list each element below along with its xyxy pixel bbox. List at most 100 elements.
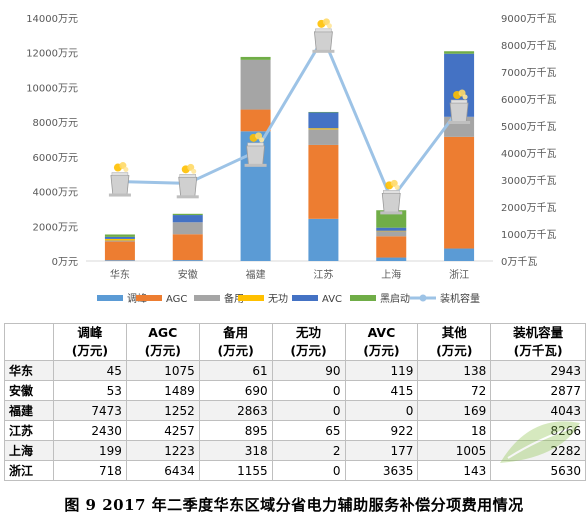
table-cell: 895 [198,420,273,441]
header-unit: (万千瓦) [513,343,563,358]
bar-segment [376,210,407,228]
header-name: 装机容量 [513,325,564,340]
table-header-row: 调峰 (万元) AGC (万元) 备用 (万元) 无功 (万元) AVC (万元) 其他 (万元) 装机… [4,323,586,361]
bar-segment [308,111,339,113]
left-tick-label: 10000万元 [26,83,78,94]
table-cell: 1223 [125,440,200,461]
left-tick-label: 8000万元 [33,118,78,129]
legend-swatch [238,295,264,301]
bar-segment [172,213,203,216]
table-cell: 4043 [490,400,586,421]
table-cell: 6434 [125,460,200,481]
bar-segment [104,260,135,261]
category-label: 安徽 [178,268,198,281]
table-cell: 199 [53,440,127,461]
right-axis: 0万千瓦 1000万千瓦 2000万千瓦 3000万千瓦 4000万千瓦 5000万千瓦 6… [501,13,556,268]
right-tick-label: 0万千瓦 [501,256,537,268]
row-label: 上海 [4,440,54,461]
table-header-cell: 无功 (万元) [271,323,346,361]
legend-label: AGC [166,294,187,305]
power-plant-icon [108,162,131,197]
data-table: 调峰 (万元) AGC (万元) 备用 (万元) 无功 (万元) AVC (万元) 其他 (万元) 装机… [4,323,586,481]
table-cell: 0 [271,400,346,421]
table-cell: 2430 [53,420,127,441]
power-plant-icon [312,18,335,53]
legend-swatch [292,295,318,301]
table-header-cell: AGC (万元) [125,323,200,361]
row-label: 安徽 [4,380,54,401]
left-tick-label: 2000万元 [33,222,78,233]
table-row: 浙江 718 6434 1155 0 3635 143 5630 [4,460,586,481]
table-cell: 18 [417,420,492,441]
table-cell: 0 [271,380,346,401]
bar-segment [172,234,203,261]
table-cell: 2877 [490,380,586,401]
power-plant-icon [176,163,199,199]
left-tick-label: 6000万元 [33,153,78,164]
table-cell: 7473 [53,400,127,421]
category-label: 浙江 [449,269,469,281]
table-header-cell: 其他 (万元) [417,323,492,361]
header-name: 调峰 [77,325,103,340]
table-cell: 169 [417,400,492,421]
table-cell: 1075 [125,360,200,381]
table-cell: 1252 [125,400,200,421]
legend: 调峰AGC备用无功AVC黑启动装机容量 [97,292,480,305]
table-cell: 1155 [198,460,273,481]
bar-segment [444,51,475,54]
power-plant-icon [380,179,403,215]
table-body: 华东 45 1075 61 90 119 138 2943 安徽 53 1489 690 0 415 72 2… [4,360,586,481]
table-cell: 90 [271,360,346,381]
power-plant-icon [244,132,267,167]
bar-segment [240,109,271,132]
legend-swatch [97,295,123,301]
bar-segment [240,59,271,110]
table-cell: 61 [198,360,273,381]
leaf-logo-icon [500,421,580,463]
legend-label: 装机容量 [440,292,480,305]
header-unit: (万元) [436,343,473,358]
header-name: 无功 [296,325,322,340]
row-label: 福建 [4,400,54,421]
right-tick-label: 4000万千瓦 [501,148,556,160]
left-tick-label: 4000万元 [33,188,78,199]
right-tick-label: 9000万千瓦 [501,13,556,25]
legend-swatch [136,295,162,301]
table-cell: 1489 [125,380,200,401]
table-cell: 2282 [490,440,586,461]
row-label: 江苏 [4,420,54,441]
header-unit: (万元) [144,343,182,358]
bar-segment [376,230,407,237]
header-name: AGC [148,325,178,340]
header-name: 备用 [223,325,249,340]
table-header-cell: 装机容量 (万千瓦) [490,323,586,361]
header-unit: (万元) [217,343,254,358]
table-cell: 5630 [490,460,586,481]
left-tick-label: 12000万元 [26,49,78,60]
table-row: 上海 199 1223 318 2 177 1005 2282 [4,440,586,461]
right-tick-label: 2000万千瓦 [501,202,556,214]
left-tick-label: 14000万元 [26,14,78,25]
bar-segment [376,230,407,232]
right-tick-label: 7000万千瓦 [501,67,556,79]
bar-segment [308,128,339,130]
figure-caption: 图 9 2017 年二季度华东区域分省电力辅助服务补偿分项费用情况 [64,496,524,514]
table-corner [4,323,54,361]
bar-segment [172,260,203,261]
right-tick-label: 3000万千瓦 [501,175,556,187]
table-header-cell: AVC (万元) [344,323,419,361]
header-unit: (万元) [71,343,109,358]
bar-segment [172,222,203,235]
category-label: 江苏 [313,268,333,281]
table-cell: 0 [344,400,419,421]
table-cell: 318 [198,440,273,461]
table-cell: 65 [271,420,346,441]
table-cell: 2943 [490,360,586,381]
table-header-cell: 调峰 (万元) [53,323,127,361]
legend-label: AVC [322,294,342,305]
capacity-line-path [119,36,461,201]
category-label: 上海 [381,268,401,281]
table-cell: 72 [417,380,492,401]
left-tick-label: 0万元 [52,257,78,268]
bars [104,51,475,261]
